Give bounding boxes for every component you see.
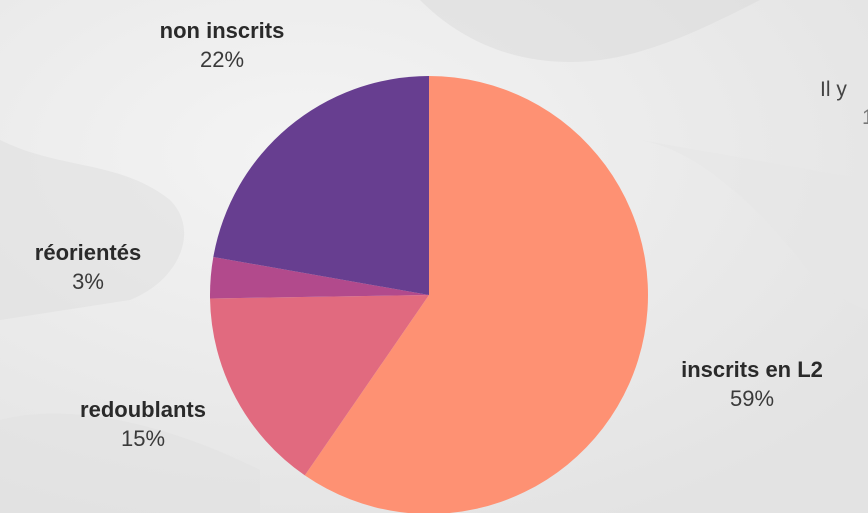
label-inscrits-en-l2: inscrits en L2 59% [681,356,823,414]
side-text-fragment: Il y 1 [820,76,868,132]
label-reorientes-percent: 3% [72,269,104,294]
pie-slice-reorientes [210,256,429,299]
pie-slice-non-inscrits [213,76,429,295]
label-redoublants-name: redoublants [80,397,206,422]
label-redoublants-percent: 15% [120,426,166,451]
pie-slice-inscrits-en-l2 [304,76,648,513]
label-reorientes: réorientés 3% [35,239,141,297]
side-text-line-2: 1 [862,106,868,129]
label-inscrits-en-l2-percent: 59% [729,386,775,411]
pie-slice-redoublants [210,295,429,476]
label-non-inscrits: non inscrits 22% [160,17,285,75]
side-text-line-1: Il y [820,78,847,101]
label-non-inscrits-percent: 22% [199,47,245,72]
label-reorientes-name: réorientés [34,240,142,265]
label-redoublants: redoublants 15% [80,396,206,454]
label-non-inscrits-name: non inscrits [159,18,285,43]
label-inscrits-en-l2-name: inscrits en L2 [681,357,823,382]
